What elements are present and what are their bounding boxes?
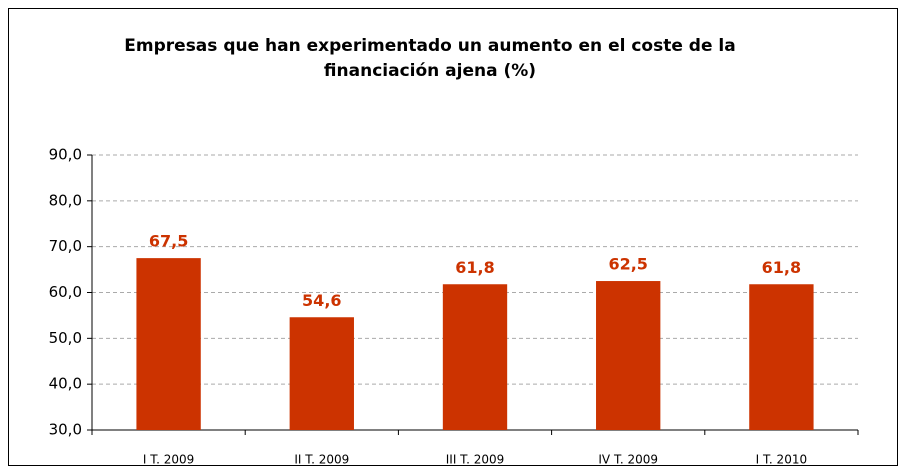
y-tick-label: 30,0 <box>49 421 82 439</box>
y-tick-label: 50,0 <box>49 329 82 347</box>
x-tick-label: I T. 2009 <box>143 453 194 467</box>
y-tick-label: 80,0 <box>49 191 82 209</box>
data-label: 62,5 <box>608 255 647 274</box>
bar <box>289 317 354 430</box>
data-label: 61,8 <box>762 258 801 277</box>
y-tick-label: 40,0 <box>49 375 82 393</box>
y-tick-label: 60,0 <box>49 283 82 301</box>
y-tick-label: 90,0 <box>49 146 82 164</box>
bar <box>442 284 508 430</box>
bar <box>596 281 661 430</box>
x-tick-label: II T. 2009 <box>294 453 349 467</box>
x-tick-label: III T. 2009 <box>446 453 505 467</box>
x-tick-label: IV T. 2009 <box>598 453 658 467</box>
y-tick-label: 70,0 <box>49 237 82 255</box>
data-label: 67,5 <box>149 232 188 251</box>
data-label: 54,6 <box>302 291 341 310</box>
data-label: 61,8 <box>455 258 494 277</box>
bar <box>136 258 201 430</box>
chart-frame <box>8 8 898 466</box>
chart-title: Empresas que han experimentado un aument… <box>124 36 736 81</box>
bar <box>749 284 814 430</box>
x-tick-label: I T. 2010 <box>756 453 807 467</box>
